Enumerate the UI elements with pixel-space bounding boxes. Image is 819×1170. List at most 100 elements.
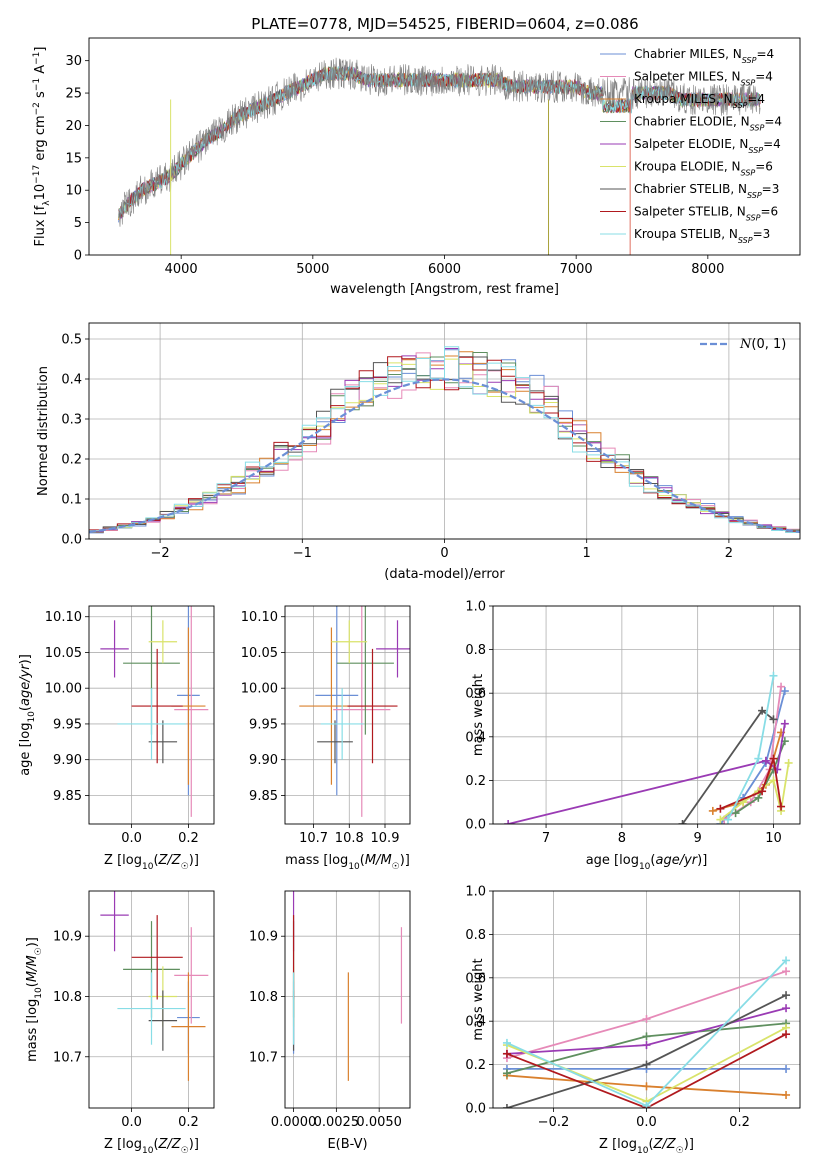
legend-label: Salpeter ELODIE, NSSP=4	[634, 137, 781, 155]
y-tick-label: 10.8	[249, 990, 278, 1005]
x-tick-label: 0.2	[729, 1115, 750, 1130]
x-tick-label: 0.0	[121, 831, 142, 846]
weight-vs-Z-frame	[492, 890, 801, 1109]
y-tick-label: 0.4	[61, 373, 82, 388]
x-tick-label: 1	[583, 546, 591, 561]
x-tick-label: 7000	[560, 262, 593, 277]
y-tick-label: 0.4	[465, 730, 486, 745]
spectrum-frame	[88, 37, 801, 256]
legend-label: N(0, 1)	[739, 337, 786, 352]
y-axis-label: Normed distribution	[36, 366, 51, 496]
y-tick-label: 10.7	[53, 1050, 82, 1065]
y-axis-label: mass weight	[471, 958, 486, 1040]
weight-vs-Z-plot-area	[502, 956, 791, 1108]
y-tick-label: 0.0	[61, 533, 82, 548]
age-vs-mass-plot-area	[299, 606, 410, 817]
residuals-legend: N(0, 1)	[700, 337, 786, 352]
x-tick-label: 0.2	[178, 831, 199, 846]
y-tick-label: 0.6	[465, 971, 486, 986]
x-axis-label: Z [log10(Z/Z☉)]	[104, 853, 199, 872]
y-tick-label: 10	[65, 184, 82, 199]
residuals-plot-area	[89, 346, 800, 534]
y-tick-label: 15	[65, 151, 82, 166]
mass-vs-ebv-frame	[284, 890, 411, 1109]
x-axis-label: wavelength [Angstrom, rest frame]	[330, 282, 559, 297]
y-tick-label: 0.2	[465, 1058, 486, 1073]
x-tick-label: 10.9	[371, 831, 400, 846]
figure-title: PLATE=0778, MJD=54525, FIBERID=0604, z=0…	[251, 15, 638, 33]
y-tick-label: 25	[65, 87, 82, 102]
y-tick-label: 1.0	[465, 600, 486, 615]
y-tick-label: 0.0	[465, 818, 486, 833]
y-tick-label: 0.2	[465, 774, 486, 789]
residuals-panel: −2 −1 0 1 2 0.0 0.1 0.2 0.3 0.4 0.5 Normed distribu…	[36, 322, 801, 582]
y-tick-label: 0.4	[465, 1015, 486, 1030]
y-tick-label: 0	[74, 249, 82, 264]
mass-vs-Z-plot-area	[100, 891, 209, 1081]
weight-line-salpeter-stelib	[506, 1033, 787, 1108]
weight-line-kroupa-elodie	[719, 762, 790, 821]
weight-vs-age-plot-area	[504, 671, 793, 824]
x-tick-label: 0.0	[121, 1115, 142, 1130]
spectrum-plot-area	[118, 57, 761, 255]
y-tick-label: 10.8	[53, 990, 82, 1005]
y-axis-label: Flux [fλ10−17 erg cm−2 s−1 A−1]	[32, 47, 52, 247]
y-tick-label: 9.95	[249, 717, 278, 732]
x-tick-label: 0.0025	[314, 1115, 360, 1130]
weight-vs-Z-panel: −0.2 0.0 0.2 0.0 0.2 0.4 0.6 0.8 1.0 mass weight Z…	[465, 885, 801, 1156]
y-tick-label: 9.90	[249, 753, 278, 768]
age-vs-mass-frame	[284, 605, 411, 825]
x-tick-label: 7	[542, 831, 550, 846]
y-tick-label: 9.85	[249, 789, 278, 804]
age-vs-Z-plot-area	[100, 606, 209, 817]
x-axis-label: (data-model)/error	[384, 567, 505, 582]
mass-vs-ebv-plot-area	[292, 891, 403, 1081]
y-tick-label: 10.05	[241, 646, 278, 661]
model-line-kroupa-stelib	[118, 65, 761, 217]
y-tick-label: 10.10	[45, 610, 82, 625]
x-tick-label: 5000	[296, 262, 329, 277]
legend-label: Chabrier MILES, NSSP=4	[634, 47, 774, 65]
legend-label: Salpeter STELIB, NSSP=6	[634, 205, 778, 223]
x-tick-label: 8	[618, 831, 626, 846]
weight-line-salpeter-stelib	[720, 758, 782, 810]
spectrum-panel: 4000 5000 6000 7000 8000 0 5 10 15 20 25 30 Flux [fλ…	[32, 37, 801, 297]
age-vs-Z-panel: 0.0 0.2 9.85 9.90 9.95 10.00 10.05 10.10 age [lo…	[18, 605, 215, 872]
legend-label: Kroupa ELODIE, NSSP=6	[634, 160, 773, 178]
weight-line-kroupa-stelib	[727, 675, 775, 821]
x-tick-label: 0.0	[636, 1115, 657, 1130]
legend-label: Chabrier ELODIE, NSSP=4	[634, 115, 782, 133]
y-axis-label: mass weight	[471, 674, 486, 756]
legend-label: Kroupa MILES, NSSP=4	[634, 92, 765, 110]
y-tick-label: 30	[65, 54, 82, 69]
x-axis-label: E(B-V)	[327, 1137, 367, 1152]
y-tick-label: 0.5	[61, 333, 82, 348]
y-tick-label: 0.2	[61, 453, 82, 468]
y-tick-label: 1.0	[465, 885, 486, 900]
mass-vs-Z-frame	[88, 890, 215, 1109]
x-axis-label: Z [log10(Z/Z☉)]	[599, 1137, 694, 1156]
x-tick-label: −1	[293, 546, 312, 561]
observed-spectrum	[118, 57, 761, 227]
y-tick-label: 5	[74, 216, 82, 231]
spectrum-legend: Chabrier MILES, NSSP=4 Salpeter MILES, NS…	[600, 47, 782, 245]
x-axis-label: mass [log10(M/M☉)]	[285, 853, 410, 872]
y-tick-label: 0.6	[465, 687, 486, 702]
x-tick-label: 8000	[691, 262, 724, 277]
legend-label: Kroupa STELIB, NSSP=3	[634, 227, 770, 245]
y-tick-label: 10.9	[249, 930, 278, 945]
y-tick-label: 9.90	[53, 753, 82, 768]
y-tick-label: 10.9	[53, 930, 82, 945]
x-tick-label: −0.2	[538, 1115, 570, 1130]
y-tick-label: 20	[65, 119, 82, 134]
y-tick-label: 10.10	[241, 610, 278, 625]
y-tick-label: 0.3	[61, 413, 82, 428]
x-axis-label: age [log10(age/yr)]	[586, 853, 708, 872]
age-vs-Z-frame	[88, 605, 215, 825]
y-axis-label: mass [log10(M/M☉)]	[25, 937, 44, 1062]
normal-reference-curve	[89, 378, 800, 534]
legend-label: Salpeter MILES, NSSP=4	[634, 70, 773, 88]
y-tick-label: 10.00	[241, 682, 278, 697]
